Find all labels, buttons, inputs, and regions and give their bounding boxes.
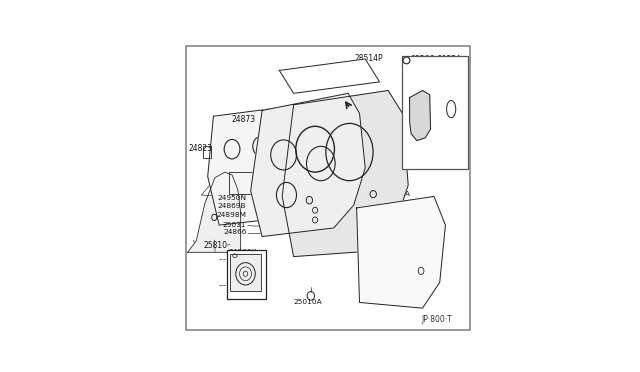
Polygon shape [279,59,380,93]
Text: 28514P: 28514P [355,54,383,63]
Text: 08566-6122A: 08566-6122A [410,55,462,64]
Text: 24860X: 24860X [228,249,257,255]
Polygon shape [208,108,288,225]
Text: 24898M: 24898M [216,212,246,218]
Polygon shape [356,196,445,308]
Text: FRONT: FRONT [349,101,375,110]
Text: 24871: 24871 [266,136,289,145]
Text: 25010A: 25010A [293,299,322,305]
Polygon shape [251,93,365,237]
Text: 24873: 24873 [232,115,255,124]
Text: 25031M: 25031M [269,110,300,119]
Bar [230,254,261,291]
Text: 25010AA: 25010AA [377,190,411,196]
Bar [403,56,468,169]
Bar [204,146,211,158]
Text: 24823: 24823 [189,144,212,153]
Text: ( I ): ( I ) [414,63,426,69]
Text: S: S [404,58,409,63]
Polygon shape [188,172,241,252]
Text: JP·800·T: JP·800·T [422,315,452,324]
Polygon shape [410,90,431,141]
Text: 24950N: 24950N [218,195,246,201]
Bar [227,250,266,299]
Bar [229,172,265,193]
Text: 24869B: 24869B [218,203,246,209]
Text: 25810: 25810 [203,241,227,250]
Circle shape [403,57,410,64]
Text: 25031: 25031 [223,221,246,228]
Text: 24813: 24813 [413,269,436,278]
Text: 25038N: 25038N [403,156,432,165]
Polygon shape [282,90,408,257]
Text: 24866: 24866 [223,229,246,235]
